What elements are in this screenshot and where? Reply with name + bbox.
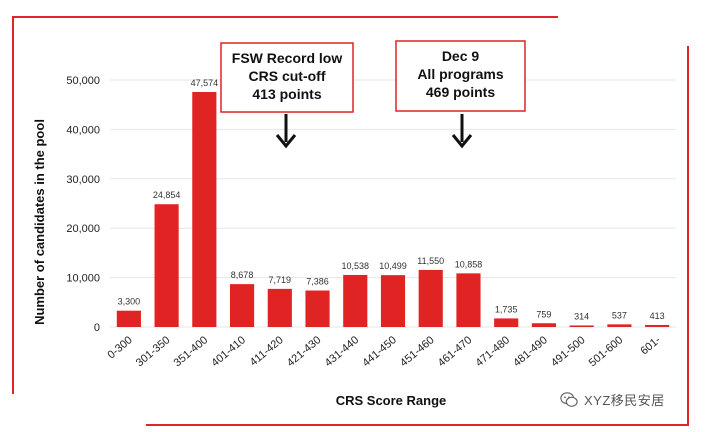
annotation-text: Dec 9 <box>442 48 480 64</box>
bar <box>456 273 481 327</box>
annotation-box <box>220 42 354 113</box>
y-tick-label: 40,000 <box>66 124 100 136</box>
x-tick-label: 0-300 <box>106 334 135 361</box>
x-tick-label: 501-600 <box>587 334 626 369</box>
y-tick-label: 20,000 <box>66 223 100 235</box>
y-tick-label: 30,000 <box>66 174 100 186</box>
bar <box>494 318 519 327</box>
y-tick-label: 10,000 <box>66 273 100 285</box>
wechat-icon <box>560 391 578 407</box>
watermark: XYZ移民安居 <box>560 390 665 409</box>
bar <box>531 323 557 327</box>
annotation-arrow-head <box>451 134 473 149</box>
bar-value-label: 413 <box>650 311 665 321</box>
annotation-callout: FSW Record low CRS cut-off 413 points <box>220 42 354 149</box>
bar-value-label: 10,499 <box>379 261 407 271</box>
annotation-text: CRS cut-off <box>249 68 326 84</box>
bar <box>116 310 141 327</box>
bar <box>380 275 406 327</box>
bar-value-label: 3,300 <box>118 297 141 307</box>
y-axis-ticks: 0 10,000 20,000 30,000 40,000 50,000 <box>66 75 100 334</box>
x-tick-label: 441-450 <box>360 334 399 369</box>
bar <box>267 288 292 327</box>
x-tick-label: 401-410 <box>209 334 248 369</box>
x-tick-label: 481-490 <box>511 334 550 369</box>
bar-value-label: 10,858 <box>455 259 483 269</box>
bar <box>569 325 594 327</box>
bar-value-label: 10,538 <box>342 261 370 271</box>
annotation-text: FSW Record low <box>232 50 343 66</box>
bar <box>154 204 179 327</box>
bar <box>343 274 368 327</box>
bar <box>305 290 330 327</box>
bar-value-label: 7,386 <box>306 277 329 287</box>
x-tick-label: 411-420 <box>248 334 286 369</box>
x-tick-label: 601- <box>638 334 663 358</box>
x-tick-label: 421-430 <box>285 334 324 369</box>
annotation-text: 469 points <box>426 84 495 100</box>
annotation-arrow-head <box>275 134 297 149</box>
x-tick-label: 351-400 <box>172 334 211 369</box>
bar <box>192 91 217 328</box>
frame-top-line <box>12 16 558 18</box>
x-tick-label: 431-440 <box>323 334 362 369</box>
bars <box>116 91 670 328</box>
bar-value-label: 11,550 <box>417 256 444 266</box>
annotation-box <box>395 40 526 112</box>
y-tick-label: 50,000 <box>66 75 100 87</box>
annotation-callout: Dec 9 All programs 469 points <box>395 40 526 149</box>
bar-value-label: 1,735 <box>495 304 518 314</box>
annotations: FSW Record low CRS cut-off 413 points Dec 9… <box>220 40 526 149</box>
x-tick-label: 301-350 <box>134 334 173 369</box>
frame-left-line <box>12 16 14 394</box>
bar-value-label: 759 <box>536 309 551 319</box>
annotation-text: All programs <box>417 66 504 82</box>
x-tick-label: 471-480 <box>473 334 512 369</box>
x-tick-label: 491-500 <box>549 334 588 369</box>
bar <box>418 269 443 327</box>
frame-bottom-line <box>146 424 689 426</box>
frame-right-line <box>687 46 689 426</box>
bar-value-label: 47,574 <box>191 78 219 88</box>
x-axis-title: CRS Score Range <box>336 393 447 408</box>
bar-value-label: 314 <box>574 311 589 321</box>
y-tick-label: 0 <box>94 322 100 334</box>
bar-value-label: 24,854 <box>153 190 181 200</box>
annotation-text: 413 points <box>252 86 321 102</box>
bar-value-labels: 3,300 24,854 47,574 8,678 7,719 7,386 10,538 10… <box>118 78 665 321</box>
x-axis-ticks: 0-300 301-350 351-400 401-410 411-420 421-430… <box>106 334 664 369</box>
y-axis-title: Number of candidates in the pool <box>32 119 47 325</box>
x-tick-label: 461-470 <box>436 334 475 369</box>
bar <box>607 324 632 327</box>
bar-value-label: 8,678 <box>231 270 254 280</box>
bar <box>229 284 255 327</box>
bar-value-label: 537 <box>612 310 627 320</box>
bar <box>645 324 670 327</box>
watermark-text: XYZ移民安居 <box>584 393 665 408</box>
bar-value-label: 7,719 <box>269 275 292 285</box>
x-tick-label: 451-460 <box>398 334 437 369</box>
